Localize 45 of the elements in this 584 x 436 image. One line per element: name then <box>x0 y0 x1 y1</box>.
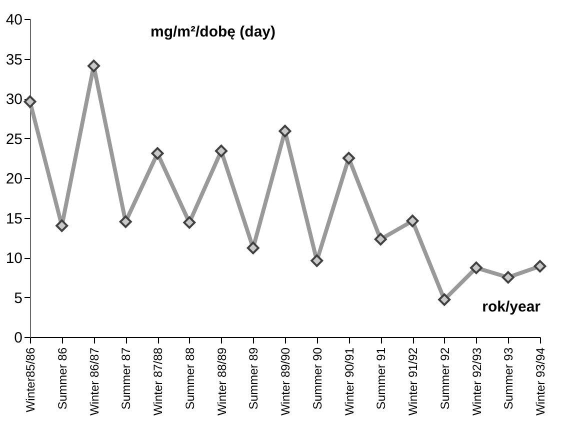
x-axis-title: rok/year <box>482 298 541 316</box>
point <box>246 242 260 254</box>
point <box>215 144 228 158</box>
x-tick-label: Summer 91 <box>374 347 388 410</box>
point <box>88 60 100 72</box>
y-axis-title: mg/m²/dobę (day) <box>150 24 276 40</box>
point <box>151 147 164 160</box>
y-tick-label: 20 <box>6 170 22 188</box>
point <box>342 152 355 164</box>
y-tick-label: 5 <box>14 290 22 307</box>
point <box>310 254 324 267</box>
x-tick-label: Winter 90/91 <box>342 347 356 416</box>
y-tick-label: 40 <box>6 12 22 28</box>
y-tick-label: 35 <box>6 51 22 68</box>
x-tick-label: Winter 93/94 <box>534 347 548 416</box>
y-tick-label: 10 <box>6 250 22 267</box>
point <box>24 95 36 108</box>
point <box>534 260 546 272</box>
x-tick-label: Summer 93 <box>502 347 516 410</box>
y-tick-label: 0 <box>14 330 22 346</box>
y-tick-label: 25 <box>6 130 22 148</box>
point <box>278 124 292 138</box>
point <box>470 262 482 274</box>
x-tick-label: Winter 89/90 <box>278 347 292 416</box>
x-tick-label: Winter 92/93 <box>470 347 484 416</box>
x-tick-label: Summer 89 <box>246 347 261 410</box>
point <box>56 219 68 232</box>
point <box>406 214 419 228</box>
point <box>374 232 387 246</box>
point <box>183 216 196 229</box>
x-tick-label: Winter 88/89 <box>214 347 229 416</box>
x-tick-label: Winter 86/87 <box>87 347 102 416</box>
x-tick-label: Winter 87/88 <box>151 347 165 416</box>
x-tick-label: Summer 90 <box>310 347 324 410</box>
point <box>502 271 514 284</box>
x-tick-label: Summer 86 <box>55 347 70 410</box>
point <box>438 293 451 306</box>
x-tick-label: Winter 91/92 <box>406 347 420 416</box>
y-tick-label: 30 <box>6 91 22 108</box>
x-tick-label: Winter85/86 <box>24 347 38 412</box>
x-tick-label: Summer 92 <box>438 347 452 410</box>
y-tick-label: 15 <box>6 210 22 228</box>
x-tick-label: Summer 88 <box>182 347 197 410</box>
x-tick-label: Summer 87 <box>119 347 134 410</box>
point <box>119 215 132 228</box>
